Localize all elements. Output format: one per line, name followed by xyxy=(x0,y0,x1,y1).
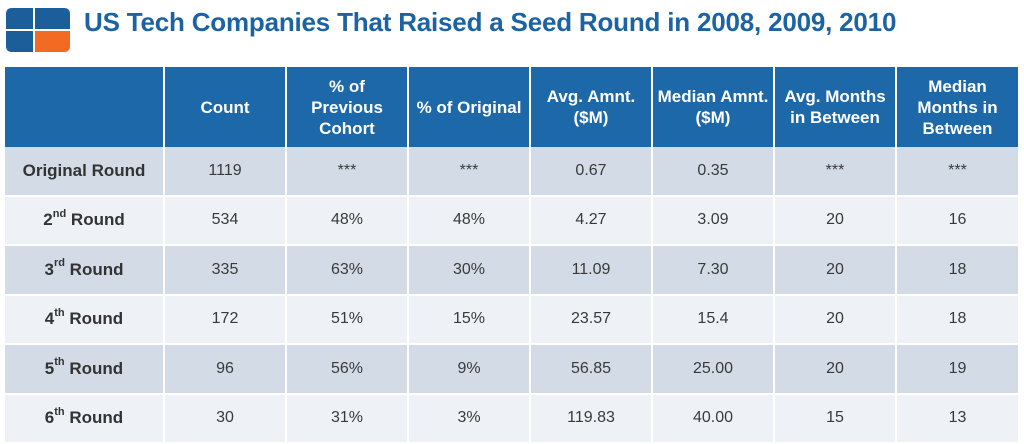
table-cell: 25.00 xyxy=(652,344,775,394)
table-cell: 119.83 xyxy=(530,393,653,443)
row-label: 6th Round xyxy=(5,393,165,443)
table-cell: 4.27 xyxy=(530,195,653,245)
table-cell: 18 xyxy=(896,245,1018,295)
row-label: 5th Round xyxy=(5,344,165,394)
table-cell: 15% xyxy=(408,294,531,344)
table-cell: 48% xyxy=(408,195,531,245)
row-ordinal-number: 4 xyxy=(44,309,55,329)
table-row: 3rd Round 335 63% 30% 11.09 7.30 20 18 xyxy=(5,245,1018,295)
table-cell: 0.67 xyxy=(530,147,653,196)
row-label-suffix: Round xyxy=(64,358,124,378)
table-cell: 56.85 xyxy=(530,344,653,394)
row-ordinal-number: 5 xyxy=(44,358,55,378)
table-cell: 534 xyxy=(164,195,287,245)
row-label-suffix: Round xyxy=(64,408,124,428)
table-cell: 0.35 xyxy=(652,147,775,196)
column-header-blank xyxy=(5,67,165,147)
row-label-suffix: Round xyxy=(64,259,124,279)
row-label: 3rd Round xyxy=(5,245,165,295)
table-cell: 40.00 xyxy=(652,393,775,443)
row-label: 2nd Round xyxy=(5,195,165,245)
table-cell: 15 xyxy=(774,393,897,443)
table-cell: 16 xyxy=(896,195,1018,245)
table-cell: *** xyxy=(408,147,531,196)
table-cell: 30 xyxy=(164,393,287,443)
cb-logo-icon xyxy=(6,8,70,52)
table-cell: 20 xyxy=(774,344,897,394)
column-header-pct-previous: % of Previous Cohort xyxy=(286,67,409,147)
table-row: Original Round 1119 *** *** 0.67 0.35 *** *** xyxy=(5,147,1018,196)
column-header-median-months: Median Months in Between xyxy=(896,67,1018,147)
table-cell: 172 xyxy=(164,294,287,344)
table-cell: 9% xyxy=(408,344,531,394)
chart-title: US Tech Companies That Raised a Seed Rou… xyxy=(84,7,897,37)
table-cell: *** xyxy=(896,147,1018,196)
table-cell: 63% xyxy=(286,245,409,295)
row-ordinal-suffix: rd xyxy=(53,257,65,270)
table-cell: 20 xyxy=(774,195,897,245)
table-row: 6th Round 30 31% 3% 119.83 40.00 15 13 xyxy=(5,393,1018,443)
row-label: Original Round xyxy=(5,147,165,196)
table-cell: 51% xyxy=(286,294,409,344)
table-cell: 18 xyxy=(896,294,1018,344)
table-cell: 31% xyxy=(286,393,409,443)
table-cell: 23.57 xyxy=(530,294,653,344)
row-ordinal-number: 6 xyxy=(44,408,55,428)
table-cell: 20 xyxy=(774,294,897,344)
row-label-suffix: Round xyxy=(66,210,125,230)
table-cell: *** xyxy=(286,147,409,196)
table-cell: 30% xyxy=(408,245,531,295)
table-row: 2nd Round 534 48% 48% 4.27 3.09 20 16 xyxy=(5,195,1018,245)
row-ordinal-suffix: th xyxy=(54,356,65,369)
column-header-avg-amount: Avg. Amnt. ($M) xyxy=(530,67,653,147)
row-ordinal-suffix: nd xyxy=(52,207,67,220)
column-header-count: Count xyxy=(164,67,287,147)
row-label-text: Original Round xyxy=(22,160,146,180)
table-body: Original Round 1119 *** *** 0.67 0.35 *** *** 2n… xyxy=(5,147,1018,443)
table-cell: 20 xyxy=(774,245,897,295)
table-cell: *** xyxy=(774,147,897,196)
table-cell: 48% xyxy=(286,195,409,245)
table-cell: 56% xyxy=(286,344,409,394)
row-ordinal-suffix: th xyxy=(54,306,65,319)
column-header-avg-months: Avg. Months in Between xyxy=(774,67,897,147)
table-cell: 335 xyxy=(164,245,287,295)
header-row: Count % of Previous Cohort % of Original… xyxy=(5,67,1018,147)
table-cell: 1119 xyxy=(164,147,287,196)
table-cell: 13 xyxy=(896,393,1018,443)
row-label-suffix: Round xyxy=(64,309,124,329)
table-row: 4th Round 172 51% 15% 23.57 15.4 20 18 xyxy=(5,294,1018,344)
table-cell: 7.30 xyxy=(652,245,775,295)
header: US Tech Companies That Raised a Seed Rou… xyxy=(0,0,1024,66)
column-header-pct-original: % of Original xyxy=(408,67,531,147)
data-table: Count % of Previous Cohort % of Original… xyxy=(5,67,1018,444)
table-cell: 3% xyxy=(408,393,531,443)
row-ordinal-number: 2 xyxy=(43,210,53,230)
table-cell: 15.4 xyxy=(652,294,775,344)
row-label: 4th Round xyxy=(5,294,165,344)
table-cell: 19 xyxy=(896,344,1018,394)
column-header-median-amount: Median Amnt. ($M) xyxy=(652,67,775,147)
row-ordinal-number: 3 xyxy=(44,259,54,279)
table-cell: 11.09 xyxy=(530,245,653,295)
row-ordinal-suffix: th xyxy=(54,405,65,418)
table-row: 5th Round 96 56% 9% 56.85 25.00 20 19 xyxy=(5,344,1018,394)
table-cell: 96 xyxy=(164,344,287,394)
table-cell: 3.09 xyxy=(652,195,775,245)
